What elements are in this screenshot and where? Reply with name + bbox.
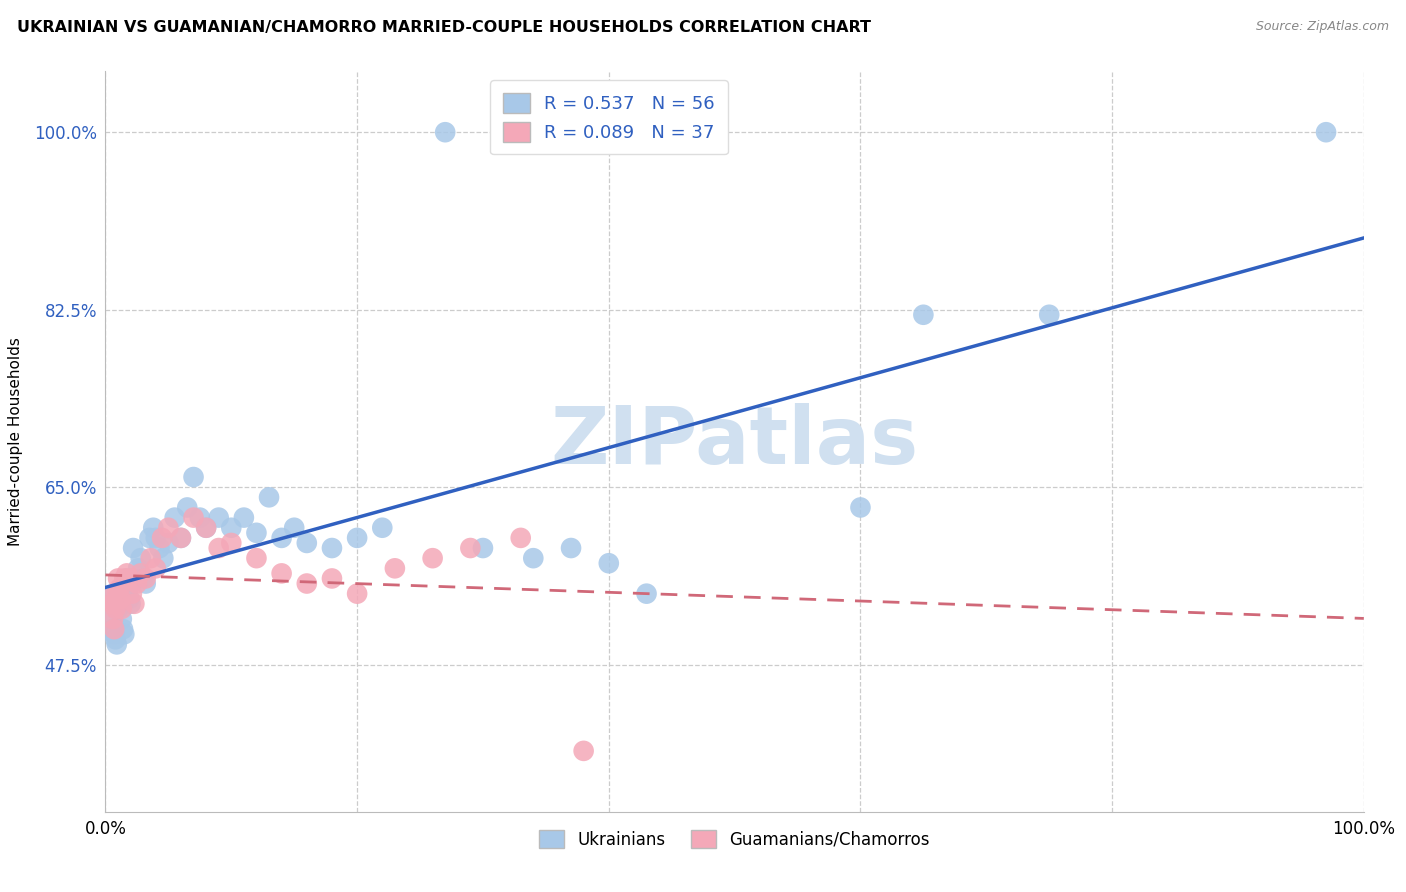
Point — [183, 510, 205, 524]
Point — [101, 622, 124, 636]
Point — [135, 571, 157, 585]
Point — [112, 571, 135, 585]
Point — [104, 602, 127, 616]
Point — [107, 571, 129, 585]
Point — [110, 597, 132, 611]
Point — [157, 536, 180, 550]
Point — [108, 587, 131, 601]
Point — [219, 536, 242, 550]
Text: ZIPatlas: ZIPatlas — [551, 402, 918, 481]
Point — [460, 541, 482, 555]
Point — [112, 622, 135, 636]
Point — [129, 551, 152, 566]
Point — [270, 531, 292, 545]
Point — [195, 521, 218, 535]
Point — [371, 521, 394, 535]
Point — [115, 571, 138, 585]
Point — [295, 576, 318, 591]
Point — [115, 566, 138, 581]
Point — [114, 591, 136, 606]
Point — [183, 470, 205, 484]
Point — [257, 491, 280, 505]
Point — [176, 500, 198, 515]
Point — [598, 556, 620, 570]
Point — [384, 561, 406, 575]
Point — [1038, 308, 1060, 322]
Point — [118, 571, 141, 585]
Text: UKRAINIAN VS GUAMANIAN/CHAMORRO MARRIED-COUPLE HOUSEHOLDS CORRELATION CHART: UKRAINIAN VS GUAMANIAN/CHAMORRO MARRIED-… — [17, 20, 870, 35]
Point — [138, 531, 160, 545]
Point — [509, 531, 531, 545]
Text: Source: ZipAtlas.com: Source: ZipAtlas.com — [1256, 20, 1389, 33]
Point — [112, 627, 135, 641]
Point — [163, 510, 186, 524]
Point — [127, 561, 149, 575]
Point — [346, 587, 368, 601]
Point — [108, 582, 131, 596]
Point — [98, 591, 121, 606]
Point — [100, 612, 122, 626]
Point — [120, 597, 142, 611]
Point — [132, 571, 155, 585]
Point — [346, 531, 368, 545]
Point — [150, 531, 173, 545]
Point — [170, 531, 193, 545]
Point — [560, 541, 582, 555]
Point — [636, 587, 658, 601]
Point — [105, 637, 128, 651]
Point — [129, 566, 152, 581]
Point — [103, 622, 125, 636]
Point — [522, 551, 544, 566]
Point — [103, 627, 125, 641]
Point — [104, 632, 127, 647]
Point — [157, 521, 180, 535]
Point — [283, 521, 305, 535]
Point — [245, 525, 267, 540]
Point — [170, 531, 193, 545]
Point — [1315, 125, 1337, 139]
Point — [148, 541, 170, 555]
Point — [122, 541, 145, 555]
Point — [195, 521, 218, 535]
Point — [121, 587, 143, 601]
Point — [107, 602, 129, 616]
Point — [142, 521, 165, 535]
Point — [117, 582, 139, 596]
Point — [219, 521, 242, 535]
Point — [270, 566, 292, 581]
Point — [98, 591, 121, 606]
Point — [145, 561, 167, 575]
Point — [422, 551, 444, 566]
Point — [124, 571, 146, 585]
Point — [434, 125, 457, 139]
Point — [135, 576, 157, 591]
Point — [111, 602, 134, 616]
Point — [232, 510, 254, 524]
Point — [105, 587, 128, 601]
Point — [111, 612, 134, 626]
Point — [110, 591, 132, 606]
Point — [295, 536, 318, 550]
Point — [139, 551, 162, 566]
Point — [849, 500, 872, 515]
Point — [321, 541, 343, 555]
Point — [100, 597, 122, 611]
Point — [208, 510, 231, 524]
Point — [321, 571, 343, 585]
Point — [208, 541, 231, 555]
Point — [145, 531, 167, 545]
Point — [118, 591, 141, 606]
Legend: Ukrainians, Guamanians/Chamorros: Ukrainians, Guamanians/Chamorros — [533, 823, 936, 855]
Point — [152, 551, 174, 566]
Point — [124, 597, 146, 611]
Point — [125, 576, 148, 591]
Point — [245, 551, 267, 566]
Point — [101, 612, 124, 626]
Point — [471, 541, 495, 555]
Y-axis label: Married-couple Households: Married-couple Households — [8, 337, 22, 546]
Point — [572, 744, 595, 758]
Point — [188, 510, 211, 524]
Point — [912, 308, 935, 322]
